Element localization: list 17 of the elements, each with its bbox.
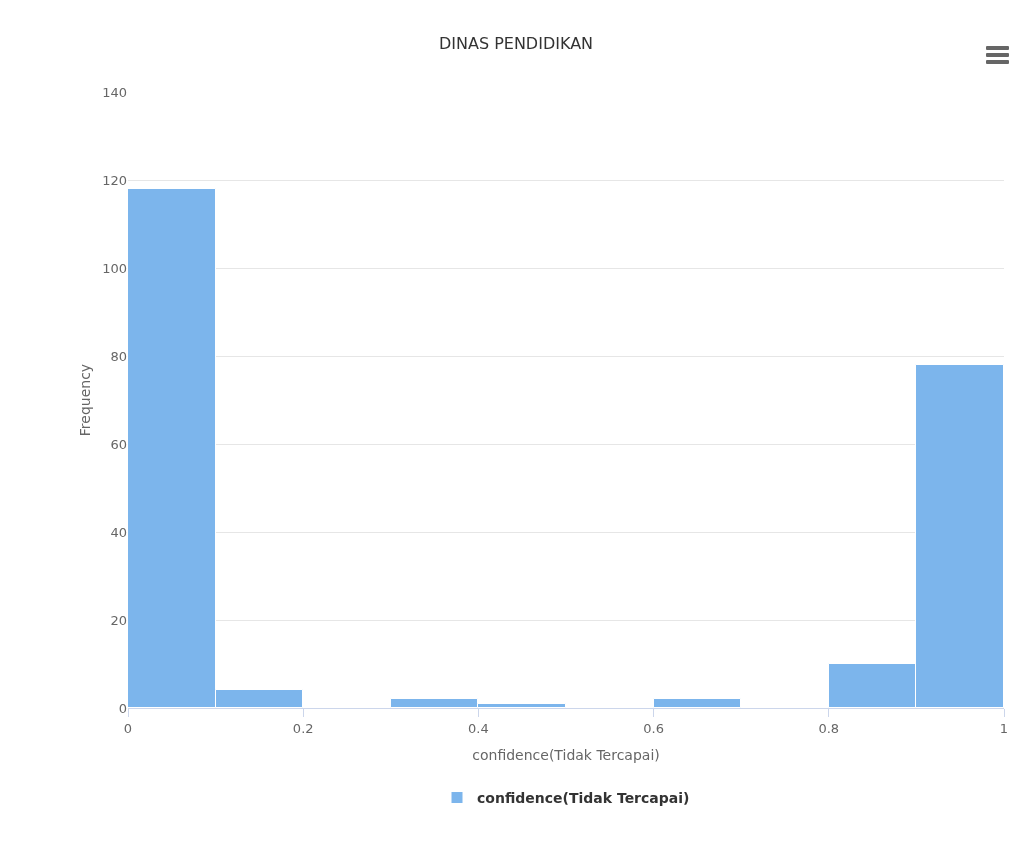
- y-tick-label: 140: [102, 84, 127, 100]
- legend-label: confidence(Tidak Tercapai): [477, 789, 690, 806]
- y-tick-label: 0: [118, 700, 127, 716]
- y-tick-label: 80: [110, 348, 127, 364]
- y-tick-label: 100: [102, 260, 127, 276]
- y-axis-title: Frequency: [77, 363, 93, 437]
- x-tick-label: 0.4: [468, 720, 489, 736]
- x-tick-label: 1: [999, 720, 1009, 736]
- x-tick-label: 0.6: [643, 720, 664, 736]
- x-axis-title: confidence(Tidak Tercapai): [472, 747, 660, 763]
- y-tick-label: 60: [110, 436, 127, 452]
- y-tick-label: 40: [110, 524, 127, 540]
- x-tick-label: 0.2: [292, 720, 314, 736]
- chart-title: DINAS PENDIDIKAN: [438, 34, 594, 54]
- y-tick-label: 20: [110, 612, 127, 628]
- x-tick-label: 0.8: [818, 720, 840, 736]
- y-tick-label: 120: [102, 172, 127, 188]
